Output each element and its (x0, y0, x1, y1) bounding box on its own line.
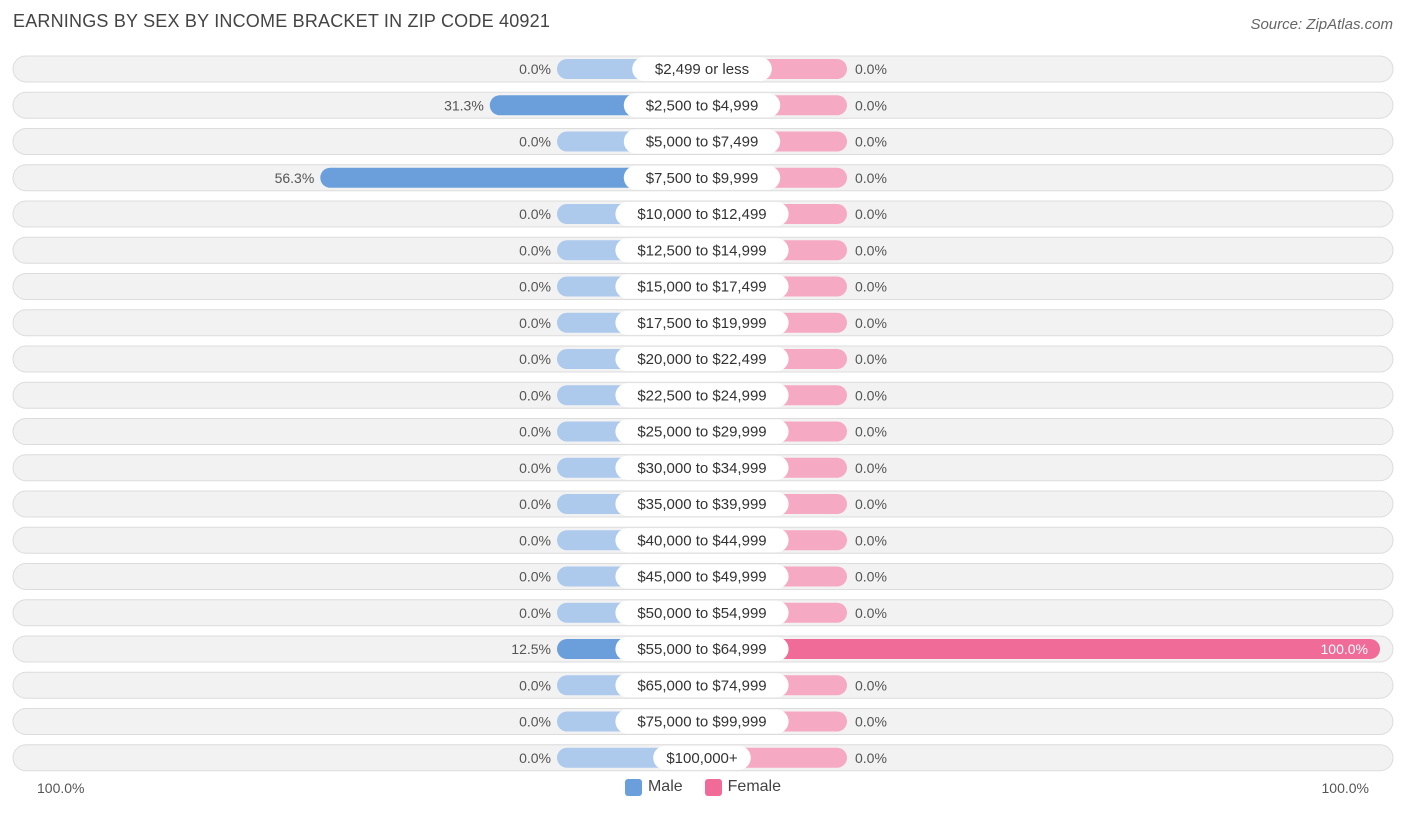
bar-female (692, 639, 1380, 659)
value-label-female: 0.0% (855, 315, 887, 331)
value-label-female: 0.0% (855, 424, 887, 440)
legend-swatch-female (704, 778, 722, 796)
category-label: $10,000 to $12,499 (637, 206, 766, 223)
axis-left-label: 100.0% (37, 780, 85, 796)
bar-male (320, 167, 712, 188)
source-credit: Source: ZipAtlas.com (1250, 16, 1393, 33)
axis-right-label: 100.0% (1321, 780, 1369, 796)
category-label: $40,000 to $44,999 (637, 532, 766, 549)
value-label-male: 0.0% (519, 460, 551, 476)
category-label: $22,500 to $24,999 (637, 387, 766, 404)
value-label-male: 0.0% (519, 206, 551, 222)
value-label-female: 0.0% (855, 714, 887, 730)
legend-item-female[interactable]: Female (704, 778, 782, 796)
value-label-male: 0.0% (519, 569, 551, 585)
value-label-female: 0.0% (855, 532, 887, 548)
value-label-male: 31.3% (444, 97, 484, 113)
category-pill (615, 528, 789, 553)
category-pill (623, 93, 781, 118)
category-label: $7,500 to $9,999 (646, 170, 759, 187)
value-label-female: 0.0% (855, 206, 887, 222)
category-pill (615, 492, 789, 516)
category-label: $55,000 to $64,999 (637, 641, 766, 658)
value-label-male: 0.0% (519, 677, 551, 693)
category-pill (615, 564, 789, 589)
category-pill (653, 745, 751, 770)
category-label: $2,500 to $4,999 (646, 97, 759, 114)
value-label-male: 0.0% (519, 387, 551, 403)
category-pill (615, 347, 789, 371)
category-pill (615, 600, 789, 625)
value-label-male: 0.0% (519, 279, 551, 295)
category-pill (615, 202, 789, 226)
category-label: $100,000+ (666, 750, 738, 767)
value-label-female: 0.0% (855, 351, 887, 367)
legend-item-male[interactable]: Male (624, 778, 683, 796)
category-pill (615, 419, 789, 444)
value-label-male: 0.0% (519, 61, 551, 77)
value-label-male: 56.3% (275, 170, 315, 186)
value-label-male: 0.0% (519, 242, 551, 258)
category-label: $35,000 to $39,999 (637, 496, 766, 513)
value-label-female: 100.0% (1321, 641, 1368, 657)
legend: Male Female (0, 778, 1406, 796)
value-label-female: 0.0% (855, 677, 887, 693)
category-pill (615, 274, 789, 299)
category-pill (615, 637, 789, 661)
value-label-female: 0.0% (855, 61, 887, 77)
value-label-male: 0.0% (519, 315, 551, 331)
legend-swatch-male (624, 778, 642, 796)
category-pill (615, 238, 789, 263)
category-label: $25,000 to $29,999 (637, 424, 766, 441)
category-label: $17,500 to $19,999 (637, 315, 766, 332)
value-label-female: 0.0% (855, 387, 887, 403)
category-pill (615, 673, 789, 698)
category-label: $65,000 to $74,999 (637, 677, 766, 694)
value-label-female: 0.0% (855, 460, 887, 476)
category-label: $15,000 to $17,499 (637, 279, 766, 296)
value-label-male: 0.0% (519, 750, 551, 766)
value-label-female: 0.0% (855, 605, 887, 621)
category-pill (623, 165, 781, 190)
value-label-female: 0.0% (855, 97, 887, 113)
category-label: $75,000 to $99,999 (637, 714, 766, 731)
category-label: $20,000 to $22,499 (637, 351, 766, 368)
value-label-male: 0.0% (519, 134, 551, 150)
value-label-male: 0.0% (519, 605, 551, 621)
category-label: $2,499 or less (655, 61, 749, 78)
legend-label-female: Female (727, 778, 782, 795)
category-label: $5,000 to $7,499 (646, 134, 759, 151)
chart-title: EARNINGS BY SEX BY INCOME BRACKET IN ZIP… (13, 11, 551, 31)
category-pill (615, 709, 789, 734)
value-label-male: 0.0% (519, 424, 551, 440)
value-label-female: 0.0% (855, 569, 887, 585)
category-pill (623, 129, 781, 154)
value-label-female: 0.0% (855, 242, 887, 258)
value-label-female: 0.0% (855, 170, 887, 186)
value-label-female: 0.0% (855, 279, 887, 295)
category-label: $12,500 to $14,999 (637, 242, 766, 259)
value-label-female: 0.0% (855, 496, 887, 512)
legend-label-male: Male (647, 778, 683, 795)
category-label: $50,000 to $54,999 (637, 605, 766, 622)
category-pill (615, 383, 789, 408)
category-label: $30,000 to $34,999 (637, 460, 766, 477)
value-label-male: 12.5% (511, 641, 551, 657)
value-label-male: 0.0% (519, 532, 551, 548)
value-label-male: 0.0% (519, 714, 551, 730)
value-label-male: 0.0% (519, 496, 551, 512)
value-label-female: 0.0% (855, 134, 887, 150)
category-pill (615, 310, 789, 335)
value-label-male: 0.0% (519, 351, 551, 367)
value-label-female: 0.0% (855, 750, 887, 766)
chart-plot: $2,499 or less 0.0% 0.0% $2,500 to $4,999 31… (12, 55, 1394, 772)
category-pill (615, 455, 789, 480)
category-pill (632, 57, 772, 81)
category-label: $45,000 to $49,999 (637, 569, 766, 586)
